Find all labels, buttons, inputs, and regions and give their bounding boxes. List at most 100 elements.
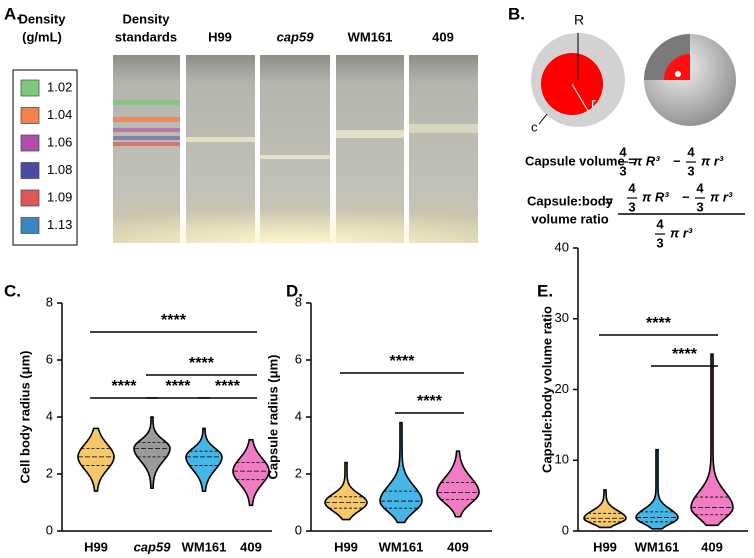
body-cut — [664, 54, 690, 80]
band — [113, 128, 180, 132]
band — [186, 137, 255, 142]
tube-header: standards — [115, 29, 177, 44]
y-axis-label: Cell body radius (μm) — [17, 351, 32, 484]
formula-term: π R³ — [642, 189, 669, 204]
significance-label: **** — [166, 378, 192, 395]
band — [260, 155, 330, 159]
violin — [324, 461, 368, 521]
y-tick-label: 20 — [555, 381, 569, 396]
volume-label: Capsule volume = — [525, 153, 636, 168]
fraction-num: 4 — [619, 144, 627, 159]
x-tick-label: WM161 — [182, 539, 227, 554]
formula-term: π R³ — [633, 153, 660, 168]
x-tick-label: H99 — [593, 539, 617, 554]
y-tick-label: 6 — [46, 351, 53, 366]
legend-box — [12, 69, 78, 246]
x-tick-label: cap59 — [134, 539, 172, 554]
band — [409, 124, 478, 133]
tube-header: WM161 — [348, 29, 393, 44]
y-tick-label: 8 — [46, 294, 53, 309]
highlight — [675, 71, 681, 77]
capsule-c — [538, 113, 548, 125]
equals: = — [605, 193, 613, 208]
violin — [436, 450, 480, 518]
radius-label: R — [574, 12, 584, 28]
band — [113, 142, 180, 146]
tubes — [113, 55, 478, 243]
violin — [690, 353, 734, 527]
formula-term: π r³ — [701, 153, 724, 168]
x-tick-label: 409 — [701, 539, 723, 554]
legend-title: Density — [19, 11, 67, 26]
y-tick-label: 4 — [295, 408, 302, 423]
panel-label: E. — [537, 281, 553, 300]
violin — [133, 416, 171, 490]
significance-label: **** — [417, 393, 443, 410]
band — [113, 117, 180, 122]
y-tick-label: 6 — [295, 351, 302, 366]
legend-swatch — [20, 162, 40, 179]
x-tick-label: H99 — [334, 539, 358, 554]
significance-label: **** — [112, 378, 138, 395]
significance-label: **** — [390, 353, 416, 370]
y-axis-label: Capsule radius (μm) — [265, 355, 280, 480]
fraction-num: 4 — [656, 216, 664, 231]
x-tick-label: WM161 — [635, 539, 680, 554]
legend-swatch — [20, 107, 40, 124]
legend-label: 1.02 — [47, 79, 72, 94]
radius-r — [571, 83, 589, 112]
tube-header: 409 — [432, 29, 454, 44]
formula-op: − — [682, 189, 690, 204]
tube-header: H99 — [208, 29, 232, 44]
fraction-den: 3 — [628, 199, 635, 214]
violin — [379, 421, 423, 524]
radius-label: c — [531, 119, 538, 134]
panel-label: A. — [4, 4, 21, 23]
tube-header: cap59 — [277, 29, 315, 44]
y-tick-label: 4 — [46, 408, 53, 423]
significance-label: **** — [646, 315, 672, 332]
y-tick-label: 2 — [46, 465, 53, 480]
legend-label: 1.13 — [47, 217, 72, 232]
fraction-den: 3 — [696, 199, 703, 214]
ratio-label: Capsule:body — [527, 193, 614, 208]
x-tick-label: H99 — [84, 539, 108, 554]
legend-swatch — [20, 134, 40, 152]
significance-label: **** — [672, 346, 698, 363]
band — [113, 100, 180, 105]
fraction-den: 3 — [656, 235, 663, 250]
legend-swatch — [20, 79, 40, 97]
legend-label: 1.04 — [47, 107, 72, 122]
fraction-num: 4 — [696, 180, 704, 195]
panel-label: B. — [508, 4, 525, 23]
legend-label: 1.09 — [47, 189, 72, 204]
violin — [635, 448, 679, 530]
formula-term: π r³ — [670, 225, 693, 240]
y-tick-label: 0 — [562, 522, 569, 537]
y-tick-label: 40 — [555, 239, 569, 254]
tube-glow — [113, 200, 478, 243]
legend-label: 1.06 — [47, 134, 72, 149]
violin — [77, 427, 115, 492]
y-tick-label: 0 — [46, 522, 53, 537]
legend-swatch — [20, 217, 40, 234]
y-tick-label: 0 — [295, 522, 302, 537]
radius-label: r — [591, 95, 596, 111]
x-tick-label: 409 — [240, 539, 262, 554]
formula-term: π r³ — [710, 189, 733, 204]
fraction-den: 3 — [687, 163, 694, 178]
cell-diagram — [531, 33, 745, 215]
y-tick-label: 30 — [555, 310, 569, 325]
significance-label: **** — [161, 312, 187, 329]
band — [336, 130, 404, 138]
x-tick-label: 409 — [447, 539, 469, 554]
x-tick-label: WM161 — [379, 539, 424, 554]
fraction-num: 4 — [687, 144, 695, 159]
y-axis-label: Capsule:body volume ratio — [539, 306, 554, 473]
ratio-label: volume ratio — [531, 211, 608, 226]
band — [113, 136, 180, 140]
y-tick-label: 10 — [555, 452, 569, 467]
significance-label: **** — [189, 355, 215, 372]
